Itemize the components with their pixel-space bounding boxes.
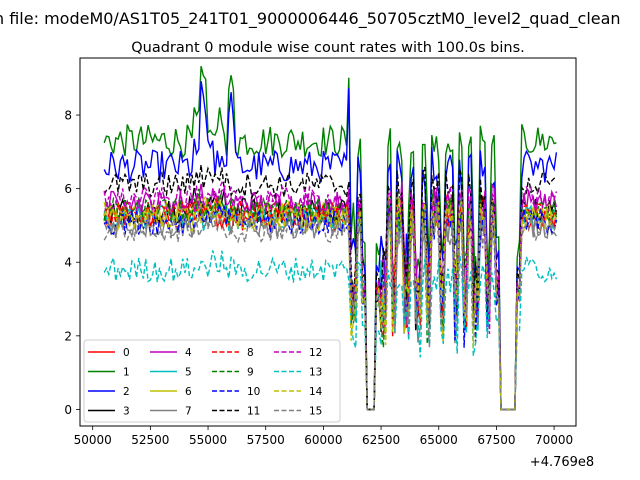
legend-label-14: 14	[309, 386, 323, 398]
x-tick-label: 67500	[477, 433, 515, 447]
legend-label-1: 1	[123, 367, 130, 379]
x-axis: 50000 52500 55000 57500 60000 62500 65000 67500…	[74, 426, 573, 447]
legend-label-9: 9	[247, 367, 254, 379]
legend-label-3: 3	[123, 406, 130, 418]
plot-frame	[79, 57, 577, 427]
series-line-13	[103, 250, 558, 411]
x-tick-label: 55000	[189, 433, 227, 447]
legend-label-8: 8	[247, 347, 254, 359]
legend-label-6: 6	[185, 386, 192, 398]
figure-suptitle: n file: modeM0/AS1T05_241T01_9000006446_…	[0, 9, 621, 29]
y-tick-label: 6	[64, 182, 72, 196]
x-tick-label: 62500	[362, 433, 400, 447]
x-offset-label: +4.769e8	[530, 455, 594, 470]
chart-title: Quadrant 0 module wise count rates with …	[131, 40, 525, 56]
series-line-12	[103, 181, 558, 411]
legend-label-0: 0	[123, 347, 130, 359]
y-tick-label: 8	[64, 109, 72, 123]
series-line-11	[103, 164, 557, 411]
legend-frame	[83, 339, 341, 423]
series-line-2	[103, 81, 558, 411]
y-axis: 0 2 4 6 8	[64, 109, 80, 417]
series-line-14	[103, 194, 558, 411]
x-tick-label: 57500	[247, 433, 285, 447]
legend-label-10: 10	[247, 386, 260, 398]
y-tick-label: 2	[64, 329, 72, 343]
legend-label-12: 12	[309, 347, 322, 359]
series-line-15	[103, 205, 558, 411]
legend-label-13: 13	[309, 367, 322, 379]
legend-label-11: 11	[247, 406, 260, 418]
x-tick-label: 60000	[304, 433, 342, 447]
x-tick-label: 50000	[74, 433, 112, 447]
x-tick-label: 52500	[131, 433, 169, 447]
y-tick-label: 4	[64, 256, 72, 270]
legend-label-5: 5	[185, 367, 192, 379]
series-line-1	[103, 66, 557, 411]
legend-label-7: 7	[185, 406, 192, 418]
legend-label-2: 2	[123, 386, 130, 398]
legend-label-4: 4	[185, 347, 192, 359]
plot-area	[79, 57, 577, 427]
x-tick-label: 65000	[420, 433, 458, 447]
y-tick-label: 0	[64, 403, 72, 417]
legend-label-15: 15	[309, 406, 322, 418]
x-tick-label: 70000	[535, 433, 573, 447]
